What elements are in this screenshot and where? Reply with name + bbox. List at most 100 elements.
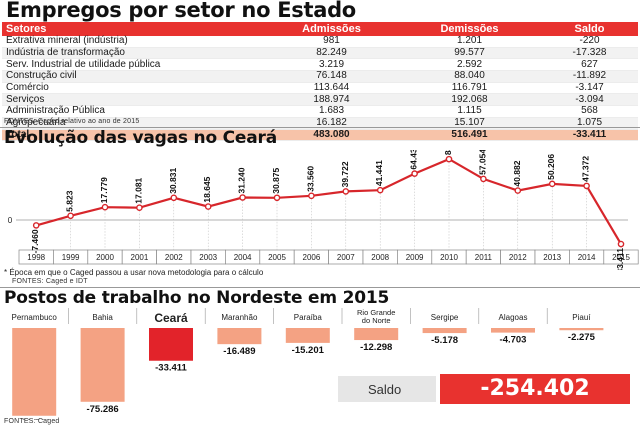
zero-label: 0: [8, 216, 13, 225]
data-label: 17.081: [133, 177, 143, 203]
bar: [423, 328, 467, 333]
cell-demissoes: 116.791: [398, 82, 541, 94]
bar: [354, 328, 398, 340]
series-line: [36, 159, 621, 244]
data-point: [137, 205, 142, 210]
data-point: [618, 241, 623, 246]
bar: [491, 328, 535, 333]
cell-demissoes: 2.592: [398, 59, 541, 71]
table-row: Comércio 113.644 116.791 -3.147: [2, 82, 638, 94]
cell-total-demissoes: 516.491: [398, 129, 541, 141]
data-label: 5.823: [65, 190, 75, 212]
year-tick-label: 2005: [268, 253, 286, 262]
category-label: Piauí: [572, 313, 591, 322]
saldo-label: Saldo: [368, 382, 401, 397]
bar-value-label: -2.275: [568, 332, 596, 343]
year-tick-label: 2007: [337, 253, 355, 262]
data-label: 41.441: [374, 160, 384, 186]
cell-demissoes: 88.040: [398, 71, 541, 83]
cell-saldo: 627: [541, 59, 638, 71]
data-point: [584, 183, 589, 188]
year-tick-label: 2010: [440, 253, 458, 262]
data-label: 57.054: [477, 150, 487, 175]
cell-total-admissoes: 483.080: [265, 129, 398, 141]
data-point: [34, 223, 39, 228]
data-point: [274, 195, 279, 200]
year-tick-label: 2011: [475, 253, 493, 262]
cell-saldo: -3.147: [541, 82, 638, 94]
bar-value-label: -15.201: [292, 345, 325, 356]
line-chart-note: * Época em que o Caged passou a usar nov…: [4, 268, 263, 277]
cell-sector: Construção civil: [2, 71, 265, 83]
header-demissoes: Demissões: [398, 22, 541, 36]
bar-value-label: -33.411: [155, 363, 187, 374]
data-point: [309, 193, 314, 198]
cell-sector: Serviços: [2, 94, 265, 106]
cell-admissoes: 188.974: [265, 94, 398, 106]
data-point: [171, 195, 176, 200]
bar: [286, 328, 330, 343]
data-label: 18.645: [202, 176, 212, 202]
bar-value-label: -5.178: [431, 335, 458, 346]
data-label: 30.875: [271, 167, 281, 193]
cell-demissoes: 1.115: [398, 106, 541, 118]
data-label: -7.460: [30, 229, 40, 253]
table-row: Serv. Industrial de utilidade pública 3.…: [2, 59, 638, 71]
bar-value-label: -16.489: [223, 346, 255, 357]
data-label: 31.240: [237, 167, 247, 193]
data-point: [378, 188, 383, 193]
line-chart: 01998 1999 2000 2001 2002 2003 2004 2005 2006 200…: [0, 150, 640, 270]
category-label: Sergipe: [431, 313, 459, 322]
data-label: 84.550: [443, 150, 453, 155]
cell-admissoes: 981: [265, 36, 398, 47]
category-label: Ceará: [154, 311, 188, 325]
cell-sector: Serv. Industrial de utilidade pública: [2, 59, 265, 71]
data-point: [481, 176, 486, 181]
year-tick-label: 2006: [303, 253, 321, 262]
category-label: Maranhão: [221, 313, 258, 322]
header-saldo: Saldo: [541, 22, 638, 36]
data-label: 50.206: [546, 154, 556, 180]
cell-demissoes: 99.577: [398, 47, 541, 59]
data-point: [240, 195, 245, 200]
cell-saldo: 568: [541, 106, 638, 118]
category-label: Bahia: [92, 313, 113, 322]
data-label: 47.372: [581, 156, 591, 182]
table-row: Administração Pública 1.683 1.115 568: [2, 106, 638, 118]
year-tick-label: 2009: [406, 253, 424, 262]
data-point: [515, 188, 520, 193]
line-chart-title: Evolução das vagas no Ceará: [4, 128, 277, 148]
line-chart-source: FONTES: Caged e IDT: [12, 278, 88, 285]
data-label: 39.722: [340, 161, 350, 187]
cell-sector: Extrativa mineral (indústria): [2, 36, 265, 47]
year-tick-label: 2002: [165, 253, 183, 262]
cell-sector: Administração Pública: [2, 106, 265, 118]
data-label: 30.831: [168, 168, 178, 194]
data-point: [206, 204, 211, 209]
category-label: Pernambuco: [12, 313, 58, 322]
data-label: -33.411: [615, 248, 625, 270]
year-tick-label: 2013: [543, 253, 561, 262]
bar-chart-source: FONTES: Caged: [4, 418, 60, 425]
cell-sector: Indústria de transformação: [2, 47, 265, 59]
year-tick-label: 2003: [199, 253, 217, 262]
cell-admissoes: 82.249: [265, 47, 398, 59]
cell-admissoes: 1.683: [265, 106, 398, 118]
cell-admissoes: 3.219: [265, 59, 398, 71]
cell-saldo: -220: [541, 36, 638, 47]
table-row: Construção civil 76.148 88.040 -11.892: [2, 71, 638, 83]
data-label: 40.882: [512, 160, 522, 186]
data-label: 64.436: [409, 150, 419, 170]
cell-sector: Comércio: [2, 82, 265, 94]
bar: [217, 328, 261, 344]
header-admissoes: Admissões: [265, 22, 398, 36]
cell-admissoes: 76.148: [265, 71, 398, 83]
table-header-row: Setores Admissões Demissões Saldo: [2, 22, 638, 36]
year-tick-label: 2012: [509, 253, 527, 262]
data-point: [412, 171, 417, 176]
category-label: Paraíba: [294, 313, 323, 322]
data-point: [68, 213, 73, 218]
cell-saldo: -17.328: [541, 47, 638, 59]
cell-demissoes: 1.201: [398, 36, 541, 47]
category-label: Alagoas: [499, 313, 528, 322]
